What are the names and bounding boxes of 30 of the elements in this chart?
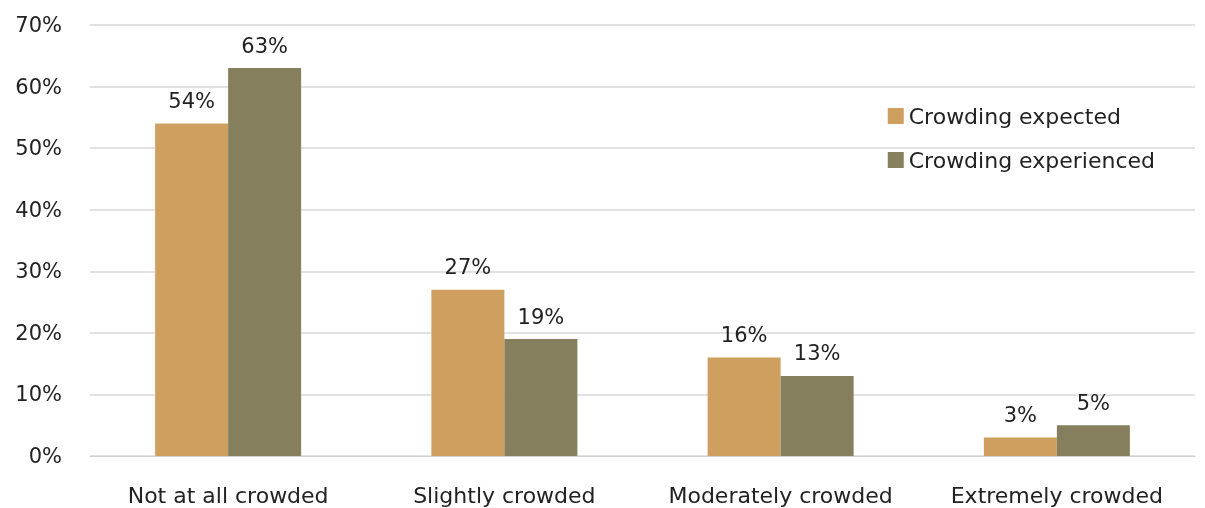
data-label: 5% bbox=[1076, 390, 1111, 415]
data-label: 3% bbox=[1003, 403, 1038, 428]
y-tick-label: 60% bbox=[15, 74, 62, 99]
legend-label: Crowding experienced bbox=[908, 147, 1156, 173]
data-label: 63% bbox=[241, 33, 288, 58]
y-tick-label: 50% bbox=[15, 136, 62, 161]
data-label: 19% bbox=[517, 304, 565, 329]
x-tick-label: Moderately crowded bbox=[668, 482, 893, 508]
data-label: 13% bbox=[793, 341, 841, 366]
bar bbox=[707, 357, 781, 456]
data-label: 16% bbox=[720, 322, 768, 347]
bar bbox=[155, 123, 229, 456]
bar bbox=[431, 289, 505, 456]
bar bbox=[983, 437, 1057, 456]
y-tick-label: 0% bbox=[28, 444, 62, 468]
bar bbox=[228, 68, 302, 456]
bar bbox=[780, 375, 854, 456]
legend-label: Crowding expected bbox=[908, 103, 1121, 129]
x-tick-label: Not at all crowded bbox=[127, 482, 329, 508]
y-tick-label: 30% bbox=[15, 259, 62, 284]
data-label: 27% bbox=[444, 255, 492, 280]
x-tick-label: Slightly crowded bbox=[413, 482, 596, 508]
y-tick-label: 20% bbox=[15, 320, 62, 345]
y-tick-label: 40% bbox=[15, 197, 62, 222]
y-tick-label: 10% bbox=[15, 382, 62, 407]
y-tick-label: 70% bbox=[15, 13, 62, 37]
bar bbox=[1056, 425, 1130, 456]
x-tick-label: Extremely crowded bbox=[950, 482, 1164, 508]
data-label: 54% bbox=[168, 89, 215, 114]
bar bbox=[504, 339, 578, 456]
